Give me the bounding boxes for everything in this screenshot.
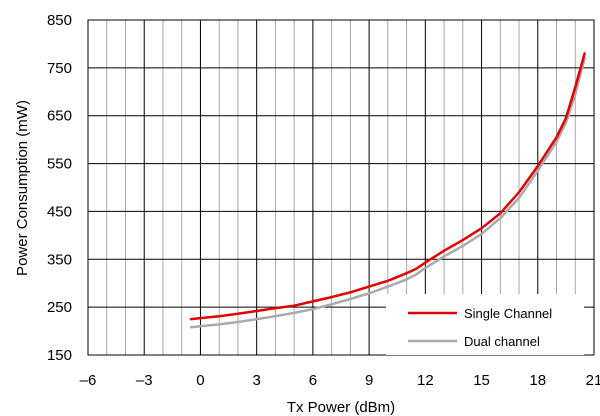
y-tick-label: 850	[47, 12, 72, 29]
x-tick-label: –6	[80, 372, 97, 389]
x-tick-label: 3	[252, 372, 260, 389]
series-line-single-channel	[189, 52, 586, 321]
y-tick-label: 750	[47, 60, 72, 77]
y-tick-label: 450	[47, 203, 72, 220]
x-tick-label: 9	[365, 372, 373, 389]
x-axis-label: Tx Power (dBm)	[287, 399, 395, 416]
x-tick-label: 18	[529, 372, 546, 389]
x-tick-label: 12	[417, 372, 434, 389]
x-tick-label: 21	[586, 372, 600, 389]
legend-label-single-channel: Single Channel	[464, 306, 552, 321]
x-tick-label: 0	[196, 372, 204, 389]
legend: Single Channel Dual channel	[386, 294, 584, 355]
y-tick-label: 650	[47, 108, 72, 125]
y-tick-label: 150	[47, 347, 72, 364]
x-tick-label: 6	[309, 372, 317, 389]
legend-label-dual-channel: Dual channel	[464, 334, 540, 349]
y-tick-label: 250	[47, 299, 72, 316]
y-tick-label: 350	[47, 251, 72, 268]
y-tick-label: 550	[47, 156, 72, 173]
x-tick-label: –3	[136, 372, 153, 389]
x-tick-label: 15	[473, 372, 490, 389]
legend-box	[386, 294, 584, 355]
plot-frame	[87, 19, 595, 356]
series-line-dual-channel	[189, 57, 586, 329]
y-axis-label: Power Consumption (mW)	[14, 100, 31, 276]
